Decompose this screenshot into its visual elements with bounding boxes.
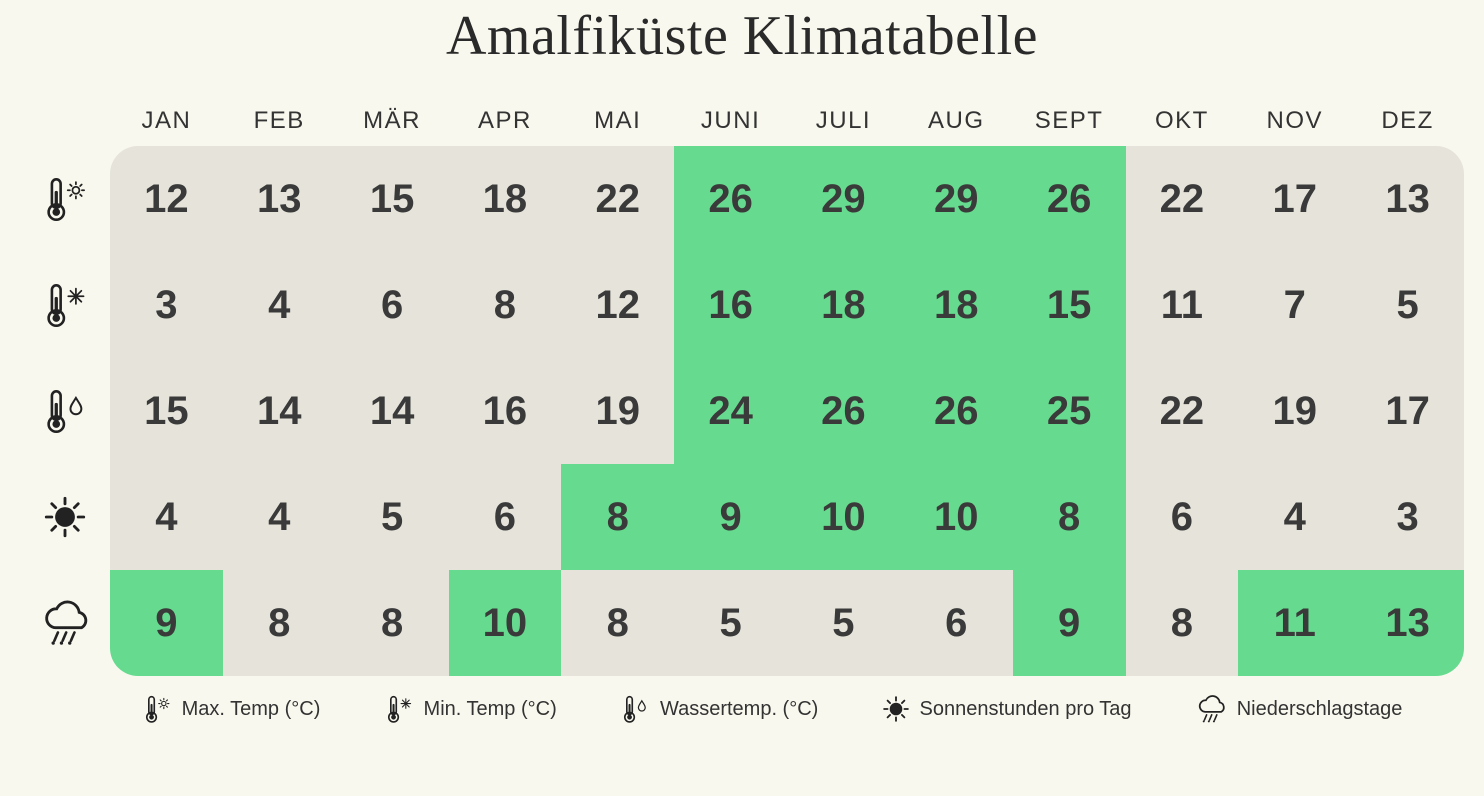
- data-cell: 22: [1126, 146, 1239, 252]
- data-cell: 8: [1126, 570, 1239, 676]
- data-cell: 6: [1126, 464, 1239, 570]
- data-cell: 8: [1013, 464, 1126, 570]
- data-cell: 15: [1013, 252, 1126, 358]
- data-cell: 6: [336, 252, 449, 358]
- data-cell: 10: [787, 464, 900, 570]
- data-cell: 11: [1238, 570, 1351, 676]
- data-cell: 26: [1013, 146, 1126, 252]
- data-cell: 14: [336, 358, 449, 464]
- month-header: APR: [449, 107, 562, 135]
- data-cell: 22: [561, 146, 674, 252]
- data-cell: 5: [787, 570, 900, 676]
- month-header: JAN: [110, 107, 223, 135]
- month-header: MAI: [561, 107, 674, 135]
- legend-label: Min. Temp (°C): [424, 698, 557, 721]
- data-cell: 5: [674, 570, 787, 676]
- thermometer-sun-icon: [20, 146, 110, 252]
- data-cell: 6: [449, 464, 562, 570]
- data-cell: 7: [1238, 252, 1351, 358]
- legend-label: Sonnenstunden pro Tag: [920, 698, 1132, 721]
- legend-label: Wassertemp. (°C): [660, 698, 818, 721]
- month-header: JULI: [787, 107, 900, 135]
- rain-cloud-icon: [20, 570, 110, 676]
- month-header: FEB: [223, 107, 336, 135]
- data-cell: 8: [223, 570, 336, 676]
- data-cell: 22: [1126, 358, 1239, 464]
- thermometer-sun-icon: [142, 694, 172, 724]
- legend: Max. Temp (°C) Min. Temp (°C) Wassertemp…: [20, 676, 1464, 724]
- data-cell: 6: [900, 570, 1013, 676]
- thermometer-drop-icon: [20, 358, 110, 464]
- data-cell: 9: [674, 464, 787, 570]
- page-title: Amalfiküste Klimatabelle: [20, 4, 1464, 68]
- month-header: MÄR: [336, 107, 449, 135]
- data-cell: 18: [900, 252, 1013, 358]
- month-header: OKT: [1126, 107, 1239, 135]
- climate-table: JAN FEB MÄR APR MAI JUNI JULI AUG SEPT O…: [20, 96, 1464, 676]
- data-cell: 13: [223, 146, 336, 252]
- data-cell: 4: [223, 464, 336, 570]
- thermometer-snow-icon: [384, 694, 414, 724]
- data-cell: 9: [1013, 570, 1126, 676]
- data-cell: 29: [900, 146, 1013, 252]
- data-cell: 5: [1351, 252, 1464, 358]
- data-cell: 10: [449, 570, 562, 676]
- data-cell: 13: [1351, 146, 1464, 252]
- month-header: DEZ: [1351, 107, 1464, 135]
- data-cell: 15: [336, 146, 449, 252]
- data-cell: 18: [787, 252, 900, 358]
- legend-item-min-temp: Min. Temp (°C): [384, 694, 557, 724]
- data-cell: 16: [449, 358, 562, 464]
- legend-item-water-temp: Wassertemp. (°C): [620, 694, 818, 724]
- data-cell: 3: [110, 252, 223, 358]
- thermometer-drop-icon: [620, 694, 650, 724]
- data-cell: 4: [1238, 464, 1351, 570]
- data-cell: 3: [1351, 464, 1464, 570]
- data-cell: 14: [223, 358, 336, 464]
- data-cell: 15: [110, 358, 223, 464]
- data-cell: 12: [561, 252, 674, 358]
- data-cell: 11: [1126, 252, 1239, 358]
- data-cell: 29: [787, 146, 900, 252]
- data-cell: 19: [561, 358, 674, 464]
- data-cell: 8: [561, 464, 674, 570]
- data-cell: 17: [1351, 358, 1464, 464]
- rain-cloud-icon: [1195, 694, 1227, 724]
- data-cell: 13: [1351, 570, 1464, 676]
- data-cell: 16: [674, 252, 787, 358]
- data-cell: 4: [110, 464, 223, 570]
- legend-item-sun-hours: Sonnenstunden pro Tag: [882, 695, 1132, 723]
- legend-label: Niederschlagstage: [1237, 698, 1403, 721]
- data-cell: 26: [900, 358, 1013, 464]
- legend-item-rain-days: Niederschlagstage: [1195, 694, 1403, 724]
- data-cell: 25: [1013, 358, 1126, 464]
- data-cell: 8: [561, 570, 674, 676]
- data-cell: 8: [336, 570, 449, 676]
- data-cell: 24: [674, 358, 787, 464]
- sun-icon: [20, 464, 110, 570]
- legend-item-max-temp: Max. Temp (°C): [142, 694, 321, 724]
- data-cell: 26: [674, 146, 787, 252]
- data-cell: 17: [1238, 146, 1351, 252]
- data-cell: 8: [449, 252, 562, 358]
- data-cell: 5: [336, 464, 449, 570]
- month-header: AUG: [900, 107, 1013, 135]
- data-cell: 19: [1238, 358, 1351, 464]
- data-cell: 10: [900, 464, 1013, 570]
- data-cell: 26: [787, 358, 900, 464]
- data-cell: 18: [449, 146, 562, 252]
- sun-icon: [882, 695, 910, 723]
- data-cell: 4: [223, 252, 336, 358]
- legend-label: Max. Temp (°C): [182, 698, 321, 721]
- month-header: SEPT: [1013, 107, 1126, 135]
- data-cell: 9: [110, 570, 223, 676]
- thermometer-snow-icon: [20, 252, 110, 358]
- month-header: JUNI: [674, 107, 787, 135]
- month-header: NOV: [1238, 107, 1351, 135]
- data-cell: 12: [110, 146, 223, 252]
